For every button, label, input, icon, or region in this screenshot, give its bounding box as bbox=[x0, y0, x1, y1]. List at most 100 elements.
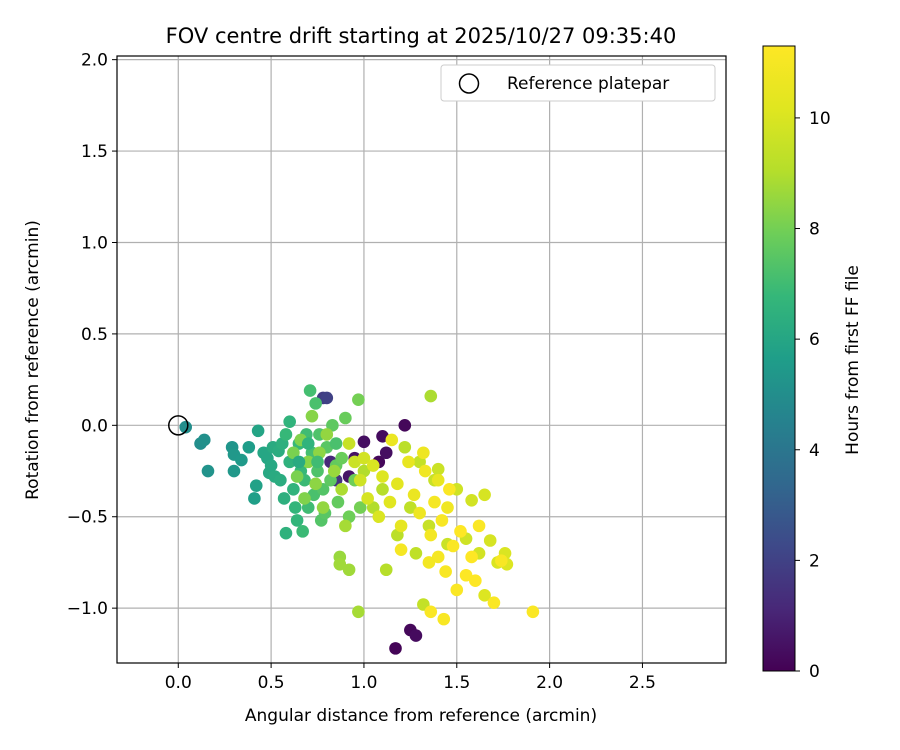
scatter-point bbox=[436, 514, 449, 527]
scatter-point bbox=[367, 459, 380, 472]
chart-title: FOV centre drift starting at 2025/10/27 … bbox=[166, 24, 677, 48]
scatter-point bbox=[439, 565, 452, 578]
scatter-point bbox=[274, 474, 287, 487]
scatter-point bbox=[361, 492, 374, 505]
scatter-point bbox=[395, 520, 408, 533]
scatter-point bbox=[402, 456, 415, 469]
scatter-point bbox=[443, 483, 456, 496]
scatter-point bbox=[413, 507, 426, 520]
scatter-point bbox=[380, 563, 393, 576]
legend-label: Reference platepar bbox=[507, 74, 669, 94]
x-axis-ticks: 0.0 0.5 1.0 1.5 2.0 2.5 bbox=[165, 663, 656, 693]
scatter-point bbox=[335, 452, 348, 465]
y-tick-label: 1.0 bbox=[81, 233, 108, 253]
colorbar-tick-label: 2 bbox=[809, 551, 820, 571]
x-tick-label: 2.0 bbox=[536, 673, 563, 693]
x-tick-label: 0.5 bbox=[258, 673, 285, 693]
y-tick-label: 1.5 bbox=[81, 142, 108, 162]
scatter-point bbox=[372, 510, 385, 523]
scatter-point bbox=[395, 543, 408, 556]
scatter-point bbox=[376, 470, 389, 483]
colorbar-tick-label: 8 bbox=[809, 220, 820, 240]
scatter-point bbox=[343, 437, 356, 450]
legend: Reference platepar bbox=[441, 65, 715, 101]
scatter-point bbox=[321, 392, 334, 405]
colorbar-tick-label: 4 bbox=[809, 441, 820, 461]
scatter-point bbox=[309, 478, 322, 491]
scatter-point bbox=[283, 415, 296, 428]
scatter-point bbox=[376, 483, 389, 496]
scatter-point bbox=[410, 629, 423, 642]
colorbar-tick-label: 10 bbox=[809, 109, 831, 129]
scatter-point bbox=[343, 563, 356, 576]
scatter-point bbox=[527, 606, 540, 619]
scatter-point bbox=[424, 606, 437, 619]
scatter-point bbox=[198, 434, 211, 447]
colorbar-tick-label: 0 bbox=[809, 662, 820, 682]
scatter-point bbox=[265, 459, 278, 472]
scatter-point bbox=[289, 501, 302, 514]
y-tick-label: 2.0 bbox=[81, 51, 108, 71]
colorbar-label: Hours from first FF file bbox=[843, 265, 863, 455]
y-tick-label: 0.0 bbox=[81, 416, 108, 436]
scatter-point bbox=[280, 428, 293, 441]
scatter-point bbox=[488, 596, 501, 609]
scatter-point bbox=[432, 474, 445, 487]
chart: FOV centre drift starting at 2025/10/27 … bbox=[0, 0, 900, 750]
scatter-point bbox=[278, 492, 291, 505]
scatter-point bbox=[304, 384, 317, 397]
y-tick-label: −0.5 bbox=[67, 508, 108, 528]
scatter-point bbox=[354, 474, 367, 487]
x-tick-label: 2.5 bbox=[629, 673, 656, 693]
scatter-point bbox=[287, 483, 300, 496]
scatter-point bbox=[339, 520, 352, 533]
scatter-point bbox=[408, 488, 421, 501]
scatter-point bbox=[384, 496, 397, 509]
scatter-point bbox=[424, 529, 437, 542]
scatter-point bbox=[447, 540, 460, 553]
scatter-point bbox=[424, 390, 437, 403]
scatter-point bbox=[243, 441, 256, 454]
x-axis-label: Angular distance from reference (arcmin) bbox=[245, 706, 597, 726]
scatter-point bbox=[391, 478, 404, 491]
scatter-point bbox=[352, 606, 365, 619]
scatter-point bbox=[398, 441, 411, 454]
scatter-point bbox=[432, 463, 445, 476]
scatter-point bbox=[252, 425, 265, 438]
scatter-point bbox=[465, 494, 478, 507]
scatter-point bbox=[335, 483, 348, 496]
scatter-point bbox=[321, 428, 334, 441]
scatter-point bbox=[202, 465, 215, 478]
scatter-point bbox=[332, 496, 345, 509]
y-axis-label: Rotation from reference (arcmin) bbox=[23, 220, 43, 500]
colorbar-ticks: 0 2 4 6 8 10 bbox=[795, 109, 831, 682]
scatter-point bbox=[309, 397, 322, 410]
plot-frame bbox=[117, 56, 726, 663]
y-tick-label: 0.5 bbox=[81, 325, 108, 345]
scatter-point bbox=[250, 479, 263, 492]
y-tick-label: −1.0 bbox=[67, 599, 108, 619]
scatter-point bbox=[302, 437, 315, 450]
scatter-point bbox=[454, 525, 467, 538]
scatter-point bbox=[298, 492, 311, 505]
scatter-point bbox=[419, 465, 432, 478]
scatter-point bbox=[317, 501, 330, 514]
scatter-point bbox=[410, 547, 423, 560]
scatter-point bbox=[473, 520, 486, 533]
y-axis-ticks: −1.0 −0.5 0.0 0.5 1.0 1.5 2.0 bbox=[67, 51, 117, 619]
scatter-point bbox=[428, 496, 441, 509]
colorbar: 0 2 4 6 8 10 Hours from first FF file bbox=[763, 46, 863, 682]
scatter-point bbox=[280, 527, 293, 540]
scatter-point bbox=[352, 393, 365, 406]
scatter-point bbox=[311, 456, 324, 469]
grid bbox=[117, 56, 726, 663]
scatter-point bbox=[291, 470, 304, 483]
scatter-point bbox=[358, 435, 371, 448]
scatter-point bbox=[478, 488, 491, 501]
scatter-point bbox=[417, 446, 430, 459]
scatter-point bbox=[398, 419, 411, 432]
scatter-point bbox=[328, 465, 341, 478]
scatter-point bbox=[235, 454, 248, 467]
scatter-point bbox=[380, 446, 393, 459]
x-tick-label: 0.0 bbox=[165, 673, 192, 693]
